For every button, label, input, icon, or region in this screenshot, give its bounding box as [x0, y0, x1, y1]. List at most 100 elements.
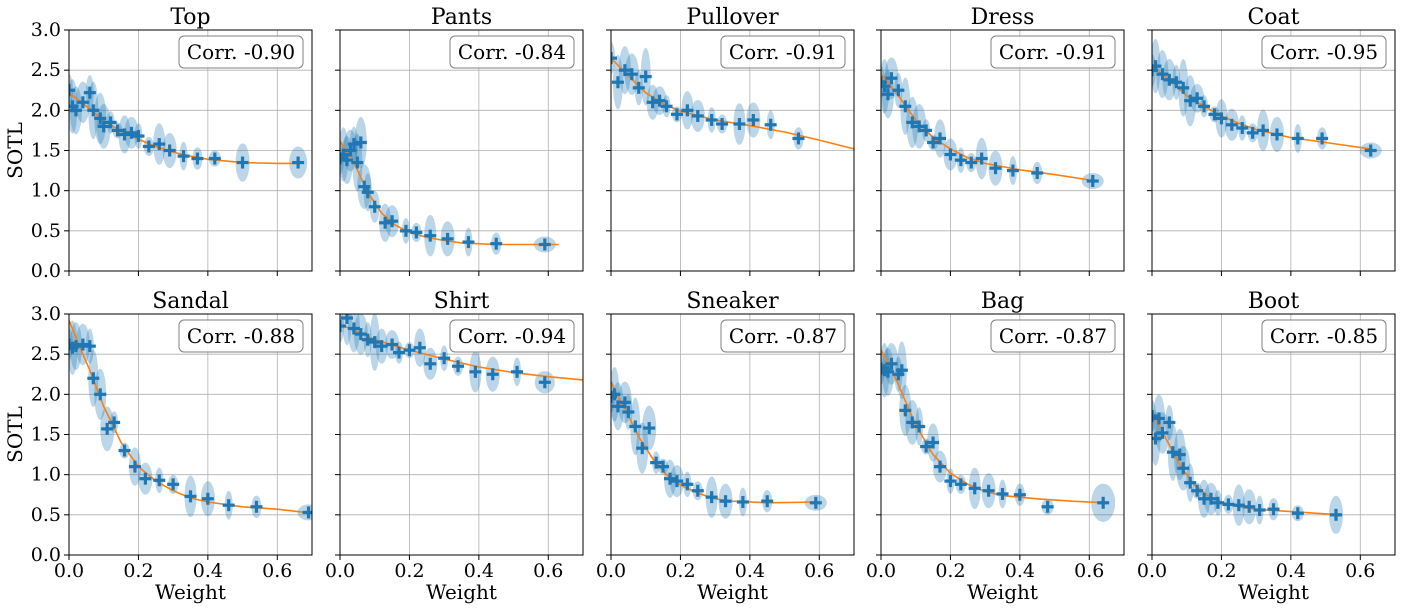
data-point: [747, 113, 760, 126]
panel-bag: 0.0 0.2 0.4 0.6 Weight Bag Corr. -0.87: [866, 289, 1125, 604]
panel-title: Pants: [431, 5, 492, 30]
plot-area: [611, 367, 827, 519]
data-point: [920, 124, 933, 137]
data-point: [386, 215, 399, 228]
data-point: [361, 186, 374, 199]
y-tick-label: 2.0: [31, 383, 61, 405]
panel-title: Boot: [1248, 289, 1300, 314]
panel-title: Bag: [981, 289, 1024, 314]
data-point: [975, 152, 988, 165]
data-point: [191, 152, 204, 165]
panel-title: Coat: [1247, 5, 1299, 30]
data-point: [118, 128, 131, 141]
x-tick-label: 0.4: [193, 560, 223, 582]
data-point: [611, 76, 624, 89]
plot-area: [69, 74, 308, 182]
data-point: [424, 357, 437, 370]
data-point: [954, 478, 967, 491]
x-tick-label: 0.0: [1137, 560, 1167, 582]
data-point: [139, 472, 152, 485]
data-point: [292, 156, 305, 169]
data-point: [1173, 448, 1186, 461]
data-point: [1364, 144, 1377, 157]
data-point: [125, 126, 138, 139]
data-point: [1086, 175, 1099, 188]
data-point: [809, 496, 822, 509]
data-point: [354, 328, 367, 341]
panel-coat: Coat Corr. -0.95: [1147, 5, 1396, 276]
data-point: [108, 416, 121, 429]
data-point: [618, 64, 631, 77]
panel-pants: Pants Corr. -0.84: [335, 5, 584, 276]
data-point: [719, 495, 732, 508]
data-point: [1257, 124, 1270, 137]
data-point: [118, 444, 131, 457]
data-point: [354, 136, 367, 149]
plot-area: [881, 341, 1116, 522]
data-point: [1329, 508, 1342, 521]
correlation-box: [449, 319, 575, 353]
x-tick-label: 0.2: [123, 560, 153, 582]
data-point: [104, 116, 117, 129]
data-point: [1156, 68, 1169, 81]
data-point: [424, 229, 437, 242]
data-point: [636, 442, 649, 455]
data-point: [201, 492, 214, 505]
data-point: [643, 422, 656, 435]
data-point: [302, 506, 312, 519]
data-point: [650, 456, 663, 469]
data-point: [177, 150, 190, 163]
data-point: [511, 365, 524, 378]
correlation-box: [178, 35, 304, 69]
data-point: [94, 112, 107, 125]
correlation-box: [1261, 319, 1387, 353]
data-point: [438, 352, 451, 365]
data-point: [899, 404, 912, 417]
data-point: [1163, 73, 1176, 86]
data-point: [681, 478, 694, 491]
panel-sandal: 0.0 0.5 1.0 1.5 2.0 2.5 3.0 SOTL 0.0 0.2 0.4 0.6 Wei…: [3, 289, 313, 604]
data-point: [639, 70, 652, 83]
data-point: [653, 94, 666, 107]
data-point: [934, 460, 947, 473]
y-tick-label: 0.5: [31, 504, 61, 526]
data-point: [885, 357, 898, 370]
correlation-label: Corr. -0.88: [187, 324, 295, 348]
data-point: [1156, 426, 1169, 439]
data-point: [208, 152, 221, 165]
x-tick-label: 0.4: [735, 560, 765, 582]
data-point: [646, 96, 659, 109]
plot-area: [340, 116, 559, 257]
x-tick-label: 0.6: [1074, 560, 1104, 582]
correlation-label: Corr. -0.87: [729, 324, 837, 348]
data-point: [1152, 412, 1165, 425]
data-point: [664, 472, 677, 485]
data-point: [881, 80, 891, 93]
y-tick-label: 0.0: [31, 260, 61, 282]
data-point: [733, 117, 746, 130]
correlation-box: [990, 319, 1116, 353]
data-point: [681, 104, 694, 117]
data-point: [982, 484, 995, 497]
data-point: [538, 238, 551, 251]
panel-title: Sandal: [152, 289, 229, 314]
data-point: [368, 200, 381, 213]
panel-title: Sneaker: [686, 289, 779, 314]
x-tick-label: 0.0: [596, 560, 626, 582]
data-point: [736, 495, 749, 508]
data-point: [490, 237, 503, 250]
data-point: [657, 460, 670, 473]
data-point: [1198, 100, 1211, 113]
data-point: [1177, 81, 1190, 94]
y-tick-label: 2.0: [31, 99, 61, 121]
x-axis-label: Weight: [426, 580, 497, 604]
data-point: [1253, 504, 1266, 517]
data-point: [1211, 496, 1224, 509]
correlation-box: [990, 35, 1116, 69]
correlation-label: Corr. -0.84: [458, 40, 566, 64]
data-point: [670, 108, 683, 121]
data-point: [469, 365, 482, 378]
x-axis-label: Weight: [967, 580, 1038, 604]
data-point: [913, 420, 926, 433]
panel-title: Pullover: [686, 5, 779, 30]
